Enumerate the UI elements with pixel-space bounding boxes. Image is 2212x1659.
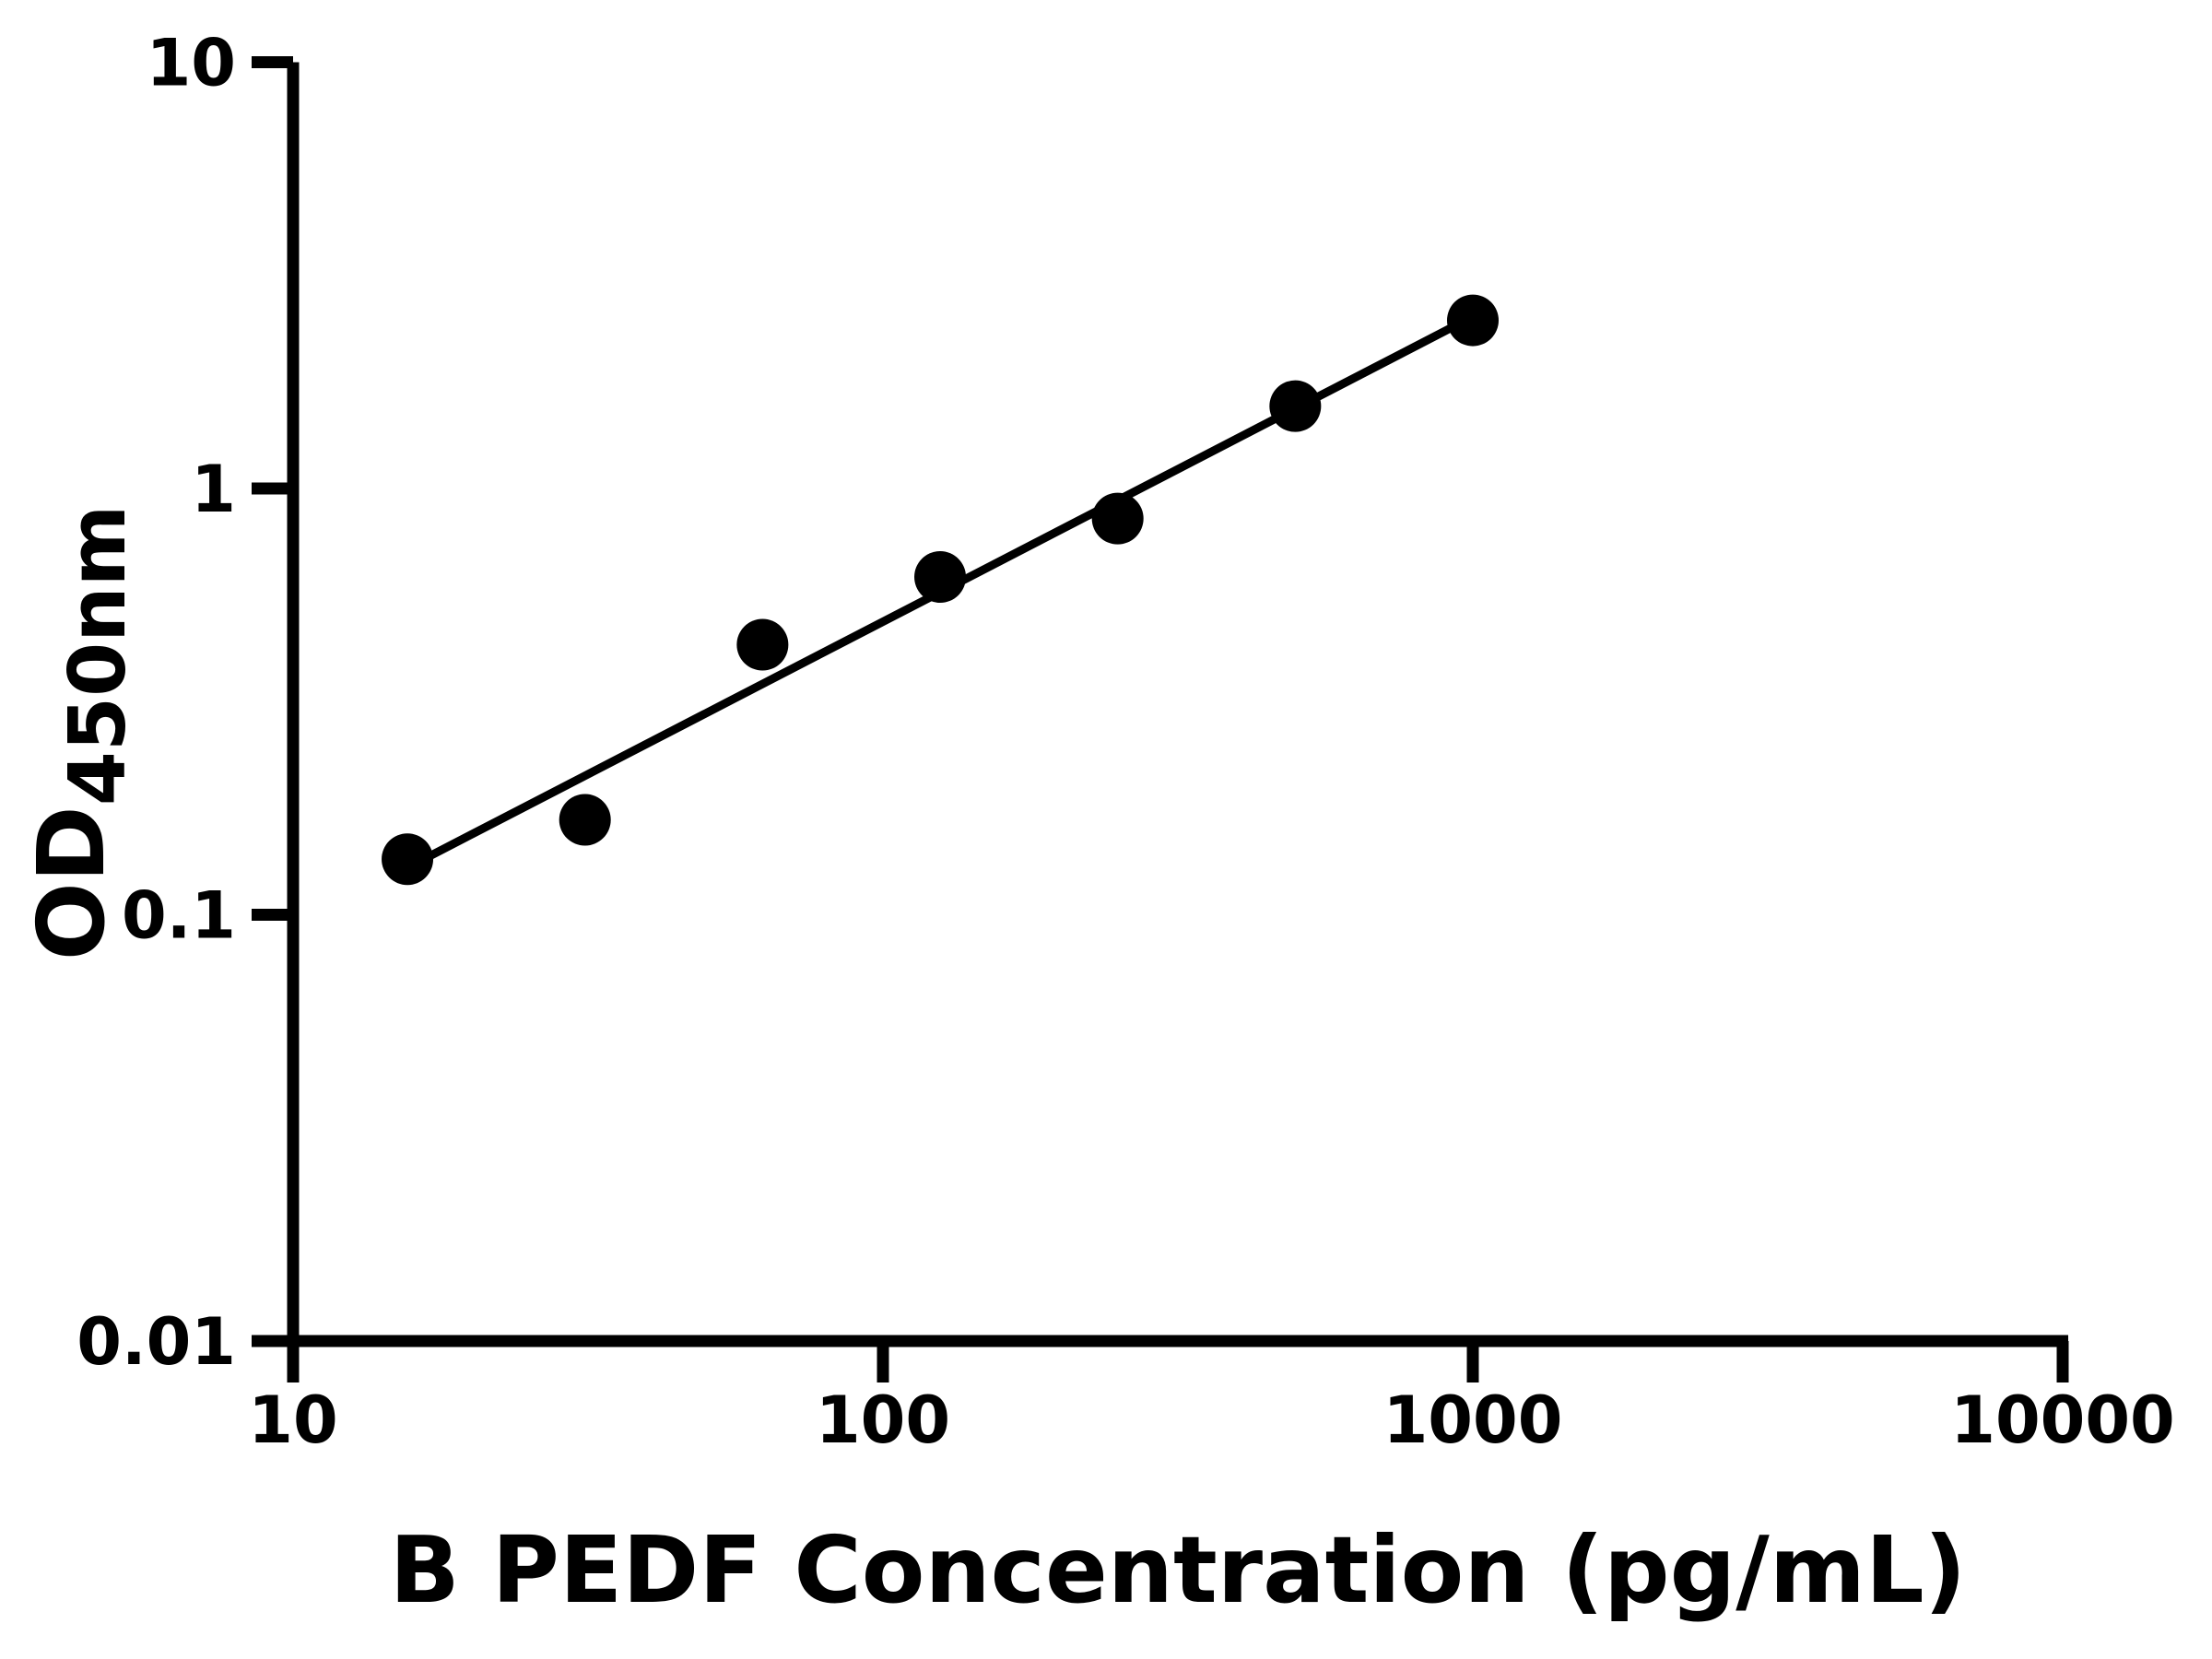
axis-lines (255, 62, 2068, 1347)
data-point (1447, 294, 1499, 347)
data-point (382, 833, 434, 886)
data-point (1091, 492, 1144, 545)
data-point (559, 794, 611, 846)
y-tick-label: 1 (191, 452, 236, 527)
y-tick-label: 10 (147, 26, 236, 101)
y-axis-title-main: OD (17, 806, 125, 961)
data-point (736, 618, 789, 671)
x-tick-label: 1000 (1383, 1382, 1563, 1458)
x-tick-label: 10000 (1950, 1382, 2175, 1458)
data-point (1269, 380, 1322, 432)
y-axis-title: OD450nm (17, 504, 144, 961)
y-axis-title-subscript: 450nm (52, 504, 144, 806)
x-tick-label: 100 (816, 1382, 950, 1458)
data-point (914, 551, 967, 604)
y-tick-label: 0.01 (76, 1304, 236, 1380)
x-tick-label: 10 (248, 1382, 337, 1458)
x-axis-title: B PEDF Concentration (pg/mL) (389, 1516, 1967, 1624)
y-tick-label: 0.1 (122, 878, 236, 954)
